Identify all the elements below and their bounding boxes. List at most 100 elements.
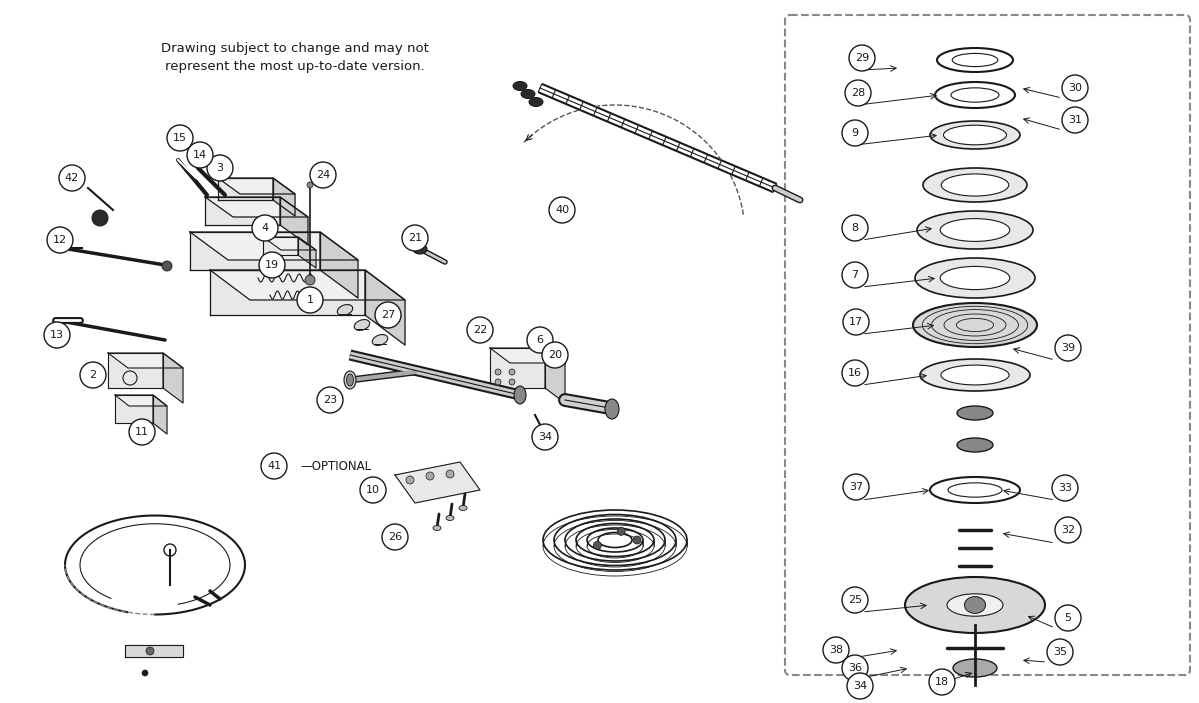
Ellipse shape (964, 597, 986, 614)
Text: 30: 30 (1068, 83, 1081, 93)
Ellipse shape (957, 406, 993, 420)
Circle shape (307, 182, 313, 188)
Circle shape (317, 387, 343, 413)
Polygon shape (299, 237, 317, 268)
Text: 27: 27 (381, 310, 396, 320)
Circle shape (207, 155, 233, 181)
Circle shape (375, 302, 400, 328)
Text: 8: 8 (851, 223, 858, 233)
Ellipse shape (915, 258, 1035, 298)
Polygon shape (108, 353, 183, 368)
Ellipse shape (953, 659, 998, 677)
Text: 38: 38 (829, 645, 843, 655)
Circle shape (510, 369, 516, 375)
Text: represent the most up-to-date version.: represent the most up-to-date version. (165, 60, 424, 73)
Circle shape (92, 210, 108, 226)
Text: 1: 1 (307, 295, 313, 305)
Circle shape (842, 120, 868, 146)
Circle shape (167, 125, 193, 151)
Text: 14: 14 (193, 150, 207, 160)
Circle shape (495, 379, 501, 385)
Polygon shape (153, 395, 167, 434)
Text: 18: 18 (935, 677, 950, 687)
Circle shape (1055, 335, 1081, 361)
Ellipse shape (947, 594, 1004, 617)
Circle shape (259, 252, 285, 278)
Circle shape (311, 162, 336, 188)
Polygon shape (364, 270, 405, 345)
Text: 5: 5 (1065, 613, 1072, 623)
Ellipse shape (344, 371, 356, 389)
Text: 24: 24 (315, 170, 330, 180)
Text: 20: 20 (548, 350, 562, 360)
Circle shape (402, 225, 428, 251)
Circle shape (1055, 517, 1081, 543)
Circle shape (80, 362, 106, 388)
Circle shape (129, 419, 155, 445)
Text: 26: 26 (388, 532, 402, 542)
Text: 37: 37 (849, 482, 863, 492)
Text: 42: 42 (65, 173, 79, 183)
Polygon shape (320, 232, 359, 298)
Text: 21: 21 (408, 233, 422, 243)
Ellipse shape (354, 320, 369, 330)
Circle shape (466, 317, 493, 343)
Circle shape (141, 670, 147, 676)
Circle shape (1047, 639, 1073, 665)
Ellipse shape (940, 219, 1010, 241)
Text: 39: 39 (1061, 343, 1076, 353)
Ellipse shape (930, 121, 1020, 149)
Polygon shape (189, 232, 359, 260)
Text: 7: 7 (851, 270, 858, 280)
Polygon shape (490, 348, 546, 388)
Circle shape (44, 322, 70, 348)
Circle shape (1062, 75, 1087, 101)
Ellipse shape (446, 515, 454, 520)
Text: 41: 41 (267, 461, 281, 471)
Text: 19: 19 (265, 260, 279, 270)
Circle shape (842, 360, 868, 386)
Polygon shape (189, 232, 320, 270)
Ellipse shape (522, 89, 535, 98)
Ellipse shape (337, 304, 353, 316)
Text: 31: 31 (1068, 115, 1081, 125)
Ellipse shape (941, 174, 1008, 196)
Polygon shape (218, 178, 295, 194)
Polygon shape (205, 197, 281, 225)
Ellipse shape (920, 359, 1030, 391)
Text: 10: 10 (366, 485, 380, 495)
Ellipse shape (513, 82, 528, 91)
Circle shape (510, 379, 516, 385)
Ellipse shape (373, 335, 387, 345)
Circle shape (406, 476, 414, 484)
Polygon shape (210, 270, 405, 300)
Polygon shape (115, 395, 153, 423)
Text: 34: 34 (538, 432, 552, 442)
Circle shape (305, 275, 315, 285)
Circle shape (843, 309, 869, 335)
Text: 12: 12 (53, 235, 67, 245)
Ellipse shape (917, 211, 1034, 249)
Circle shape (446, 470, 454, 478)
Text: 15: 15 (173, 133, 187, 143)
Ellipse shape (412, 244, 427, 254)
Text: 33: 33 (1058, 483, 1072, 493)
Circle shape (1055, 605, 1081, 631)
Ellipse shape (941, 365, 1010, 385)
Text: 9: 9 (851, 128, 858, 138)
Circle shape (845, 80, 870, 106)
Circle shape (849, 45, 875, 71)
Polygon shape (115, 395, 167, 406)
Polygon shape (263, 237, 317, 250)
Text: 17: 17 (849, 317, 863, 327)
Text: 2: 2 (90, 370, 97, 380)
Text: 25: 25 (848, 595, 862, 605)
Text: 23: 23 (323, 395, 337, 405)
Circle shape (842, 215, 868, 241)
Circle shape (594, 541, 602, 549)
Circle shape (146, 647, 153, 655)
Polygon shape (546, 348, 565, 403)
Circle shape (633, 536, 641, 544)
Circle shape (47, 227, 73, 253)
Ellipse shape (944, 125, 1006, 145)
